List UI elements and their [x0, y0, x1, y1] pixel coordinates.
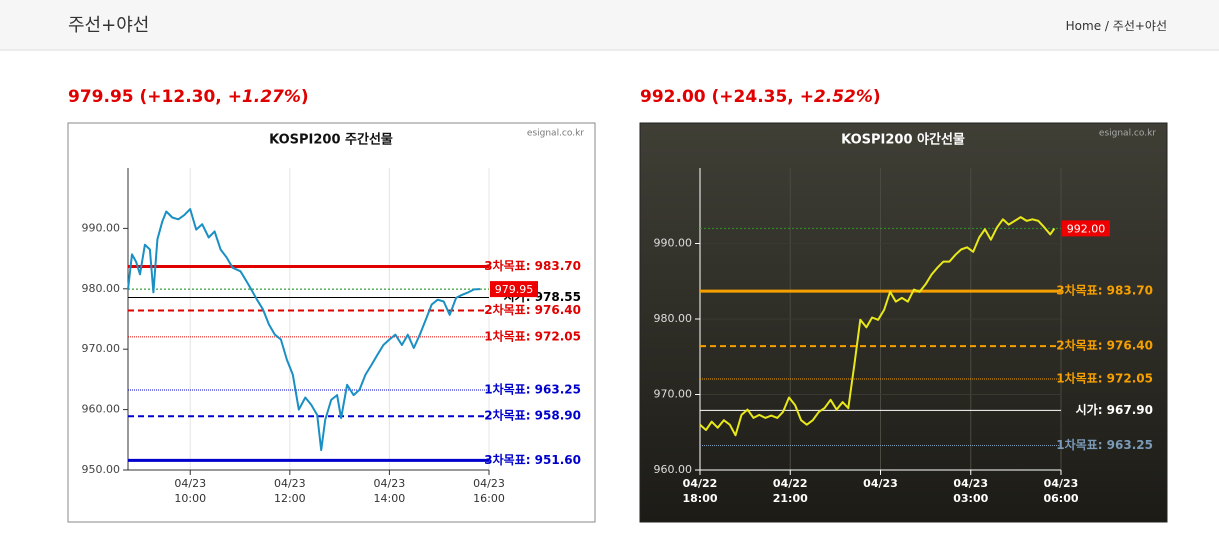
- x-tick-label: 04/22 21:00: [773, 477, 808, 505]
- header-bar: [0, 0, 1219, 50]
- headline: 979.95 (+12.30, +1.27%): [68, 87, 309, 107]
- x-tick-label: 04/23 12:00: [274, 477, 306, 505]
- y-tick-label: 980.00: [82, 282, 121, 295]
- level-label: 1차목표: 972.05: [1056, 371, 1153, 386]
- last-price-box: [490, 281, 538, 298]
- last-price-label: 979.95: [495, 283, 534, 296]
- chart-frame: [639, 122, 1168, 523]
- chart-source: esignal.co.kr: [1099, 129, 1156, 139]
- breadcrumb-item[interactable]: Home: [1066, 19, 1101, 33]
- y-tick-label: 970.00: [654, 388, 693, 401]
- breadcrumb: Home / 주선+야선: [1066, 19, 1167, 33]
- y-tick-label: 990.00: [654, 237, 693, 250]
- headline-end: ): [301, 87, 309, 107]
- breadcrumb-separator: /: [1105, 19, 1110, 33]
- chart-title: KOSPI200 주간선물: [269, 132, 393, 148]
- x-tick-label: 04/23 16:00: [473, 477, 505, 505]
- headline-price: 979.95 (+12.30,: [68, 87, 228, 107]
- level-label: 1차목표: 963.25: [484, 381, 581, 396]
- chart-source: esignal.co.kr: [527, 129, 584, 139]
- x-tick-label: 04/23: [863, 477, 898, 490]
- breadcrumb-item: 주선+야선: [1113, 19, 1167, 33]
- page-title: 주선+야선: [68, 15, 149, 36]
- price-line: [699, 216, 1056, 437]
- y-tick-label: 970.00: [82, 342, 121, 355]
- y-tick-label: 960.00: [654, 463, 693, 476]
- chart-title: KOSPI200 야간선물: [841, 132, 965, 148]
- headline-pct: +1.27%: [228, 87, 301, 107]
- headline-end: ): [873, 87, 881, 107]
- x-tick-label: 04/23 10:00: [174, 477, 206, 505]
- level-label: 3차목표: 983.70: [484, 258, 581, 273]
- x-tick-label: 04/22 18:00: [682, 477, 717, 505]
- headline: 992.00 (+24.35, +2.52%): [640, 87, 881, 107]
- x-tick-label: 04/23 06:00: [1043, 477, 1078, 505]
- y-tick-label: 950.00: [82, 463, 121, 476]
- x-tick-label: 04/23 03:00: [953, 477, 988, 505]
- y-tick-label: 980.00: [654, 312, 693, 325]
- headline-price: 992.00 (+24.35,: [640, 87, 800, 107]
- price-line: [127, 208, 481, 452]
- chart-frame: [67, 122, 596, 523]
- y-tick-label: 960.00: [82, 403, 121, 416]
- last-price-box: [1062, 220, 1110, 237]
- level-label: 2차목표: 976.40: [1056, 338, 1153, 353]
- level-label: 1차목표: 972.05: [484, 328, 581, 343]
- last-price-label: 992.00: [1067, 222, 1106, 235]
- x-tick-label: 04/23 14:00: [374, 477, 406, 505]
- level-label: 3차목표: 951.60: [484, 452, 581, 467]
- level-label: 2차목표: 958.90: [484, 408, 581, 423]
- y-tick-label: 990.00: [82, 221, 121, 234]
- headline-pct: +2.52%: [800, 87, 873, 107]
- level-label: 시가: 967.90: [1076, 402, 1153, 417]
- level-label: 1차목표: 963.25: [1056, 437, 1153, 452]
- level-label: 3차목표: 983.70: [1056, 283, 1153, 298]
- level-label: 2차목표: 976.40: [484, 302, 581, 317]
